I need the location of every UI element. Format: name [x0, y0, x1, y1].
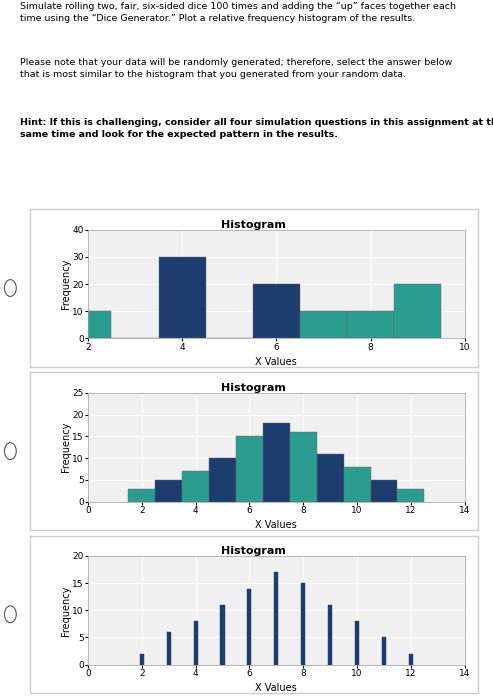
X-axis label: X Values: X Values	[255, 683, 297, 694]
Bar	[209, 458, 236, 501]
Text: Please note that your data will be randomly generated; therefore, select the ans: Please note that your data will be rando…	[20, 58, 452, 79]
Bar	[371, 480, 397, 501]
Bar	[65, 312, 111, 338]
Y-axis label: Frequency: Frequency	[61, 259, 71, 309]
Bar	[355, 621, 359, 665]
Bar	[194, 621, 198, 665]
Bar	[140, 654, 144, 665]
X-axis label: X Values: X Values	[255, 520, 297, 531]
X-axis label: X Values: X Values	[255, 357, 297, 368]
Bar	[300, 312, 347, 338]
Bar	[236, 436, 263, 501]
Bar	[397, 489, 424, 501]
Bar	[263, 424, 290, 501]
Bar	[344, 467, 371, 501]
Bar	[347, 312, 394, 338]
Text: Histogram: Histogram	[221, 383, 286, 393]
Text: Histogram: Histogram	[221, 220, 286, 230]
Bar	[317, 454, 344, 501]
Bar	[301, 583, 305, 665]
Bar	[394, 284, 441, 338]
Text: Simulate rolling two, fair, six-sided dice 100 times and adding the “up” faces t: Simulate rolling two, fair, six-sided di…	[20, 2, 456, 22]
Text: Histogram: Histogram	[221, 546, 286, 556]
Bar	[290, 432, 317, 501]
Bar	[382, 638, 386, 665]
Bar	[128, 489, 155, 501]
Bar	[328, 605, 332, 665]
Bar	[274, 573, 279, 665]
Bar	[247, 589, 251, 665]
Bar	[167, 632, 171, 665]
Bar	[182, 471, 209, 501]
Bar	[159, 257, 206, 338]
Bar	[253, 284, 300, 338]
Bar	[409, 654, 413, 665]
Bar	[220, 605, 224, 665]
Y-axis label: Frequency: Frequency	[61, 585, 71, 636]
Bar	[155, 480, 182, 501]
Text: Hint: If this is challenging, consider all four simulation questions in this ass: Hint: If this is challenging, consider a…	[20, 118, 493, 139]
Y-axis label: Frequency: Frequency	[61, 422, 71, 472]
